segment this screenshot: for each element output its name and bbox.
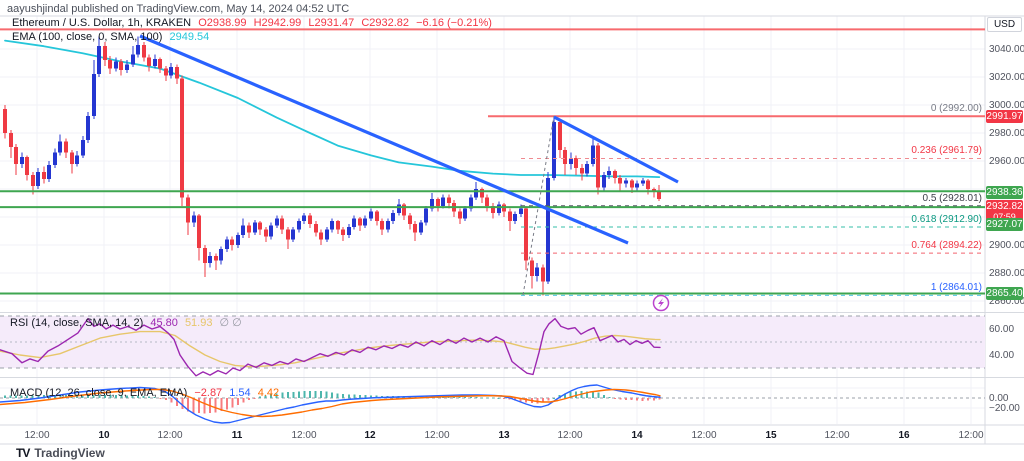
ema-label: EMA (100, close, 0, SMA, 100): [12, 31, 163, 43]
time-tick-label: 13: [498, 430, 510, 441]
price-badge: 2991.97: [986, 110, 1023, 123]
rsi-tick-label: 60.00: [989, 324, 1015, 335]
time-tick-label: 14: [631, 430, 643, 441]
price-tick-label: 2960.00: [989, 156, 1024, 167]
macd-tick-label: −20.00: [989, 403, 1020, 414]
tv-logo-icon: TV: [16, 446, 30, 460]
fib-level-label: 0 (2992.00): [930, 103, 982, 115]
time-tick-label: 11: [231, 430, 243, 441]
rsi-extra: ∅ ∅: [219, 317, 242, 329]
macd-line-value: 1.54: [229, 387, 251, 399]
bar-countdown: 07:59: [993, 212, 1016, 222]
ema-legend[interactable]: EMA (100, close, 0, SMA, 100) 2949.54: [12, 31, 213, 43]
tradingview-logo[interactable]: TV TradingView: [16, 446, 105, 460]
time-tick-label: 16: [898, 430, 910, 441]
time-tick-label: 12: [364, 430, 376, 441]
time-tick-label: 12:00: [557, 430, 583, 441]
fib-level-label: 0.5 (2928.01): [922, 192, 983, 204]
price-badge: 2927.07: [986, 218, 1023, 231]
price-tick-label: 2860.00: [989, 296, 1024, 307]
rsi-ma-value: 51.93: [184, 317, 213, 329]
symbol-title: Ethereum / U.S. Dollar, 1h, KRAKEN: [12, 17, 192, 29]
ohlc-change: −6.16 (−0.21%): [416, 17, 492, 29]
fib-level-label: 0.236 (2961.79): [911, 145, 982, 157]
fib-level-label: 0.764 (2894.22): [911, 240, 982, 252]
time-tick-label: 12:00: [291, 430, 317, 441]
price-tick-label: 2900.00: [989, 240, 1024, 251]
fib-level-label: 0.618 (2912.90): [911, 213, 982, 225]
price-tick-label: 3000.00: [989, 100, 1024, 111]
price-badge: 2865.40: [986, 287, 1023, 300]
ohlc-close: C2932.82: [361, 17, 410, 29]
price-badge: 2938.36: [986, 186, 1023, 199]
rsi-legend[interactable]: RSI (14, close, SMA, 14, 2) 45.80 51.93 …: [10, 316, 246, 329]
price-tick-label: 2980.00: [989, 128, 1024, 139]
price-tick-label: 3020.00: [989, 72, 1024, 83]
time-tick-label: 10: [98, 430, 110, 441]
time-tick-label: 12:00: [157, 430, 183, 441]
currency-tab[interactable]: USD: [987, 17, 1022, 32]
time-tick-label: 12:00: [824, 430, 850, 441]
ohlc-high: H2942.99: [253, 17, 302, 29]
price-tick-label: 3040.00: [989, 44, 1024, 55]
publish-header: aayushjindal published on TradingView.co…: [7, 3, 350, 15]
lightning-event-icon: [652, 294, 670, 312]
rsi-value: 45.80: [150, 317, 178, 329]
macd-signal-value: 4.42: [257, 387, 280, 399]
rsi-label: RSI (14, close, SMA, 14, 2): [10, 317, 144, 329]
price-badge: 2932.82 07:59: [986, 200, 1023, 223]
tv-logo-text: TradingView: [34, 446, 105, 460]
time-tick-label: 12:00: [691, 430, 717, 441]
ohlc-low: L2931.47: [308, 17, 355, 29]
time-tick-label: 12:00: [424, 430, 450, 441]
time-tick-label: 12:00: [958, 430, 984, 441]
time-tick-label: 15: [765, 430, 777, 441]
price-tick-label: 2880.00: [989, 268, 1024, 279]
fib-level-label: 1 (2864.01): [930, 282, 982, 294]
macd-tick-label: 0.00: [989, 393, 1009, 404]
macd-legend[interactable]: MACD (12, 26, close, 9, EMA, EMA) −2.87 …: [10, 387, 283, 399]
rsi-tick-label: 40.00: [989, 350, 1015, 361]
time-tick-label: 12:00: [24, 430, 50, 441]
symbol-legend[interactable]: Ethereum / U.S. Dollar, 1h, KRAKEN O2938…: [12, 17, 496, 29]
ohlc-open: O2938.99: [198, 17, 247, 29]
macd-hist-value: −2.87: [194, 387, 223, 399]
macd-label: MACD (12, 26, close, 9, EMA, EMA): [10, 387, 188, 399]
ema-value: 2949.54: [169, 31, 210, 43]
